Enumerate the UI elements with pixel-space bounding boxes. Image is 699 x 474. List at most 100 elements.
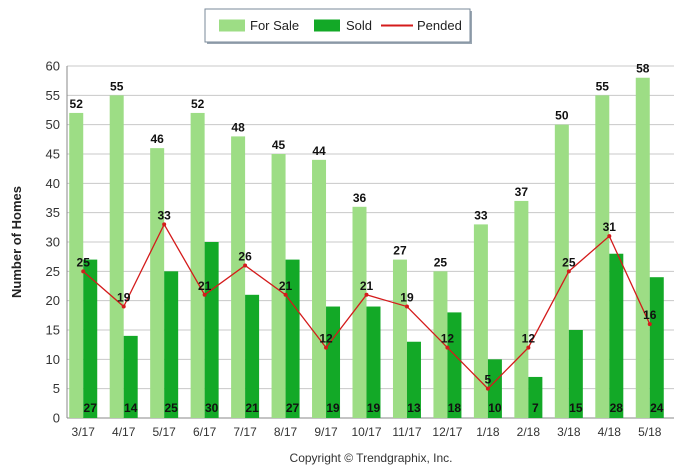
x-tick-label: 3/17 <box>72 425 96 439</box>
bar-for-sale <box>433 271 448 418</box>
data-label-for-sale: 55 <box>110 79 124 93</box>
x-tick-label: 5/17 <box>152 425 176 439</box>
bar-sold <box>123 335 138 418</box>
data-label-sold: 10 <box>488 401 502 415</box>
point-pended <box>404 304 409 309</box>
bar-for-sale <box>635 77 650 418</box>
y-tick-label: 5 <box>53 381 60 396</box>
data-label-pended: 12 <box>522 332 536 346</box>
bar-sold <box>245 294 260 418</box>
y-axis-label: Number of Homes <box>9 186 24 298</box>
x-tick-label: 6/17 <box>193 425 217 439</box>
data-label-for-sale: 27 <box>393 244 407 258</box>
point-pended <box>364 292 369 297</box>
data-label-sold: 21 <box>245 401 259 415</box>
y-tick-label: 0 <box>53 411 60 426</box>
data-label-sold: 19 <box>367 401 381 415</box>
y-tick-label: 45 <box>46 147 60 162</box>
bar-for-sale <box>473 224 488 418</box>
data-label-sold: 28 <box>610 401 624 415</box>
data-label-sold: 27 <box>286 401 300 415</box>
x-tick-label: 4/18 <box>598 425 622 439</box>
x-tick-label: 1/18 <box>476 425 500 439</box>
x-tick-label: 4/17 <box>112 425 136 439</box>
bar-sold <box>204 242 219 418</box>
data-label-for-sale: 37 <box>515 185 529 199</box>
data-label-sold: 7 <box>532 401 539 415</box>
legend-label-pended: Pended <box>417 18 462 33</box>
data-label-pended: 21 <box>198 279 212 293</box>
copyright-footer: Copyright © Trendgraphix, Inc. <box>290 451 453 465</box>
x-tick-label: 10/17 <box>351 425 381 439</box>
data-label-pended: 19 <box>117 291 131 305</box>
data-label-pended: 21 <box>279 279 293 293</box>
point-pended <box>566 269 571 274</box>
point-pended <box>607 234 612 239</box>
point-pended <box>202 292 207 297</box>
data-label-pended: 25 <box>77 255 91 269</box>
data-label-pended: 5 <box>485 373 492 387</box>
x-tick-label: 9/17 <box>314 425 338 439</box>
y-tick-label: 20 <box>46 293 60 308</box>
legend-swatch-sold <box>314 19 340 32</box>
bar-sold <box>568 330 583 418</box>
data-label-pended: 16 <box>643 308 657 322</box>
data-label-pended: 31 <box>603 220 617 234</box>
x-tick-label: 3/18 <box>557 425 581 439</box>
data-label-sold: 15 <box>569 401 583 415</box>
bar-for-sale <box>69 112 84 418</box>
y-tick-label: 35 <box>46 205 60 220</box>
legend-label-for-sale: For Sale <box>250 18 299 33</box>
data-label-for-sale: 48 <box>231 120 245 134</box>
bar-for-sale <box>231 136 246 418</box>
data-label-pended: 33 <box>157 208 171 222</box>
point-pended <box>526 345 531 350</box>
y-tick-label: 55 <box>46 88 60 103</box>
x-tick-label: 7/17 <box>233 425 257 439</box>
data-label-pended: 25 <box>562 255 576 269</box>
legend-swatch-for-sale <box>219 19 245 32</box>
x-tick-label: 8/17 <box>274 425 298 439</box>
y-tick-label: 30 <box>46 235 60 250</box>
y-tick-label: 25 <box>46 264 60 279</box>
point-pended <box>243 263 248 268</box>
point-pended <box>485 386 490 391</box>
y-tick-label: 40 <box>46 176 60 191</box>
data-label-for-sale: 36 <box>353 191 367 205</box>
data-label-sold: 18 <box>448 401 462 415</box>
bar-for-sale <box>352 206 367 418</box>
bar-for-sale <box>109 95 124 418</box>
data-label-pended: 19 <box>400 291 414 305</box>
data-label-for-sale: 45 <box>272 138 286 152</box>
data-label-pended: 12 <box>319 332 333 346</box>
bar-sold <box>447 312 462 418</box>
bar-sold <box>487 359 502 418</box>
bar-sold <box>609 253 624 418</box>
bar-for-sale <box>150 148 165 418</box>
x-tick-label: 12/17 <box>432 425 462 439</box>
bar-sold <box>83 259 98 418</box>
data-label-for-sale: 55 <box>596 79 610 93</box>
x-tick-label: 11/17 <box>392 425 421 439</box>
data-label-pended: 21 <box>360 279 374 293</box>
data-label-sold: 14 <box>124 401 138 415</box>
point-pended <box>647 322 652 327</box>
data-label-pended: 12 <box>441 332 455 346</box>
bar-sold <box>406 341 421 418</box>
x-tick-label: 2/18 <box>517 425 541 439</box>
data-label-sold: 13 <box>407 401 421 415</box>
point-pended <box>162 222 167 227</box>
data-label-for-sale: 52 <box>191 97 205 111</box>
data-label-for-sale: 50 <box>555 109 569 123</box>
data-label-for-sale: 52 <box>70 97 84 111</box>
data-label-for-sale: 33 <box>474 208 488 222</box>
bar-for-sale <box>190 112 205 418</box>
y-tick-label: 60 <box>46 59 60 74</box>
bar-for-sale <box>392 259 407 418</box>
data-label-for-sale: 58 <box>636 62 650 76</box>
data-label-sold: 27 <box>84 401 98 415</box>
bar-sold <box>164 271 179 418</box>
data-label-sold: 25 <box>164 401 178 415</box>
